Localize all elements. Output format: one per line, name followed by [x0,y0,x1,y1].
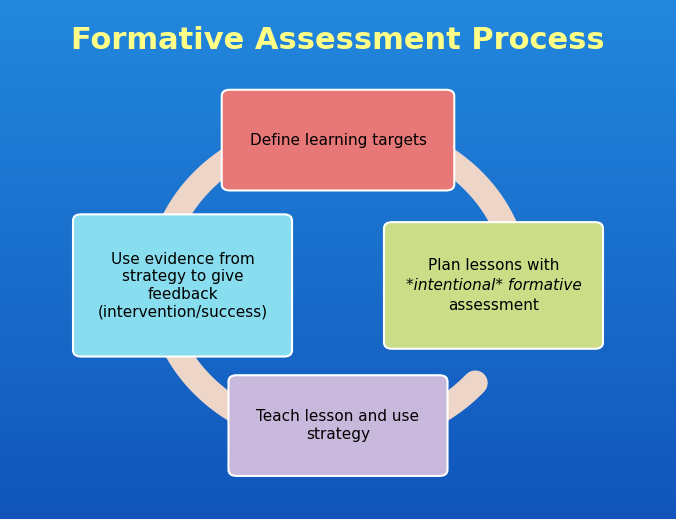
FancyBboxPatch shape [228,375,448,476]
Text: Formative Assessment Process: Formative Assessment Process [71,26,605,55]
Text: Use evidence from
strategy to give
feedback
(intervention/success): Use evidence from strategy to give feedb… [97,252,268,319]
Text: *intentional* formative: *intentional* formative [406,278,581,293]
FancyBboxPatch shape [384,222,603,349]
Text: Plan lessons with: Plan lessons with [428,258,559,273]
FancyBboxPatch shape [222,90,454,190]
Text: Teach lesson and use
strategy: Teach lesson and use strategy [256,409,420,442]
Text: assessment: assessment [448,298,539,312]
Text: Define learning targets: Define learning targets [249,133,427,147]
FancyBboxPatch shape [73,214,292,357]
